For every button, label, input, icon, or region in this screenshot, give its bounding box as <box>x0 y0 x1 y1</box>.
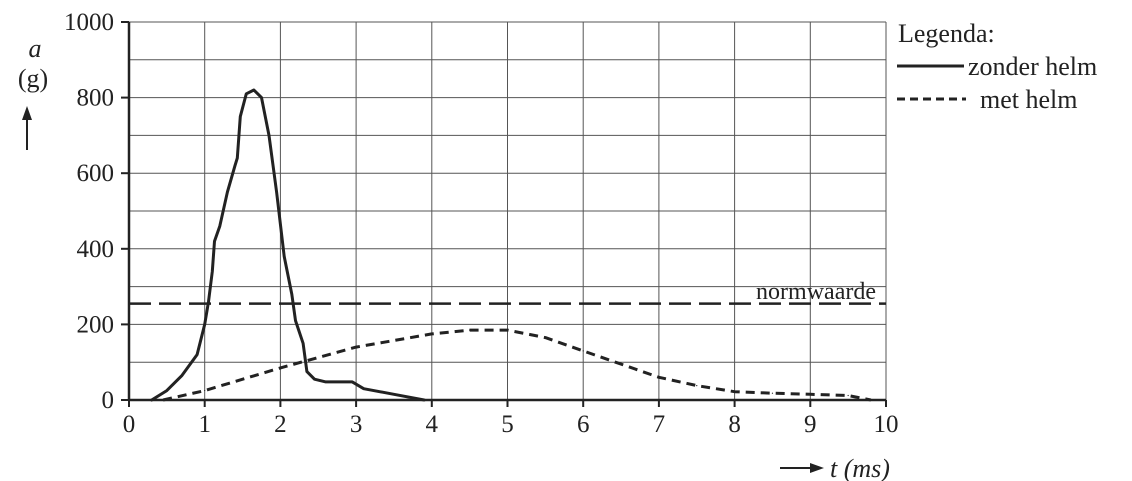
data-point <box>268 134 270 136</box>
data-point <box>325 381 327 383</box>
y-axis-arrow <box>22 106 32 150</box>
data-point <box>234 165 236 167</box>
data-point <box>166 389 168 392</box>
y-tick-label: 600 <box>77 160 115 187</box>
x-axis-label: t (ms) <box>830 454 890 481</box>
data-point <box>734 391 736 393</box>
x-tick-label: 2 <box>274 411 287 438</box>
data-point <box>771 392 774 394</box>
data-point <box>181 374 183 377</box>
data-point <box>363 388 365 390</box>
data-point <box>226 191 229 193</box>
legend-label-zonder-helm: zonder helm <box>968 52 1097 81</box>
data-point <box>431 333 433 335</box>
data-point <box>213 240 216 242</box>
data-point <box>239 115 241 118</box>
x-tick-label: 1 <box>198 411 211 438</box>
y-axis-unit: (g) <box>18 64 48 93</box>
x-tick-label: 3 <box>350 411 363 438</box>
x-tick-label: 9 <box>804 411 817 438</box>
y-tick-labels: 0 200 400 600 800 1000 <box>64 9 114 414</box>
x-axis-arrow <box>780 463 824 473</box>
data-point <box>279 367 281 369</box>
data-point <box>696 385 698 387</box>
data-point <box>313 378 316 380</box>
data-point <box>253 89 255 91</box>
data-point <box>204 323 206 325</box>
data-point <box>423 399 425 401</box>
data-point <box>151 399 153 401</box>
data-point <box>351 381 353 383</box>
data-point <box>658 376 660 378</box>
x-tick-label: 0 <box>123 411 136 438</box>
data-point <box>162 399 164 401</box>
x-tick-labels: 0 1 2 3 4 5 6 7 8 9 10 <box>123 411 899 438</box>
data-point <box>294 320 297 322</box>
data-point <box>219 225 221 227</box>
data-point <box>809 393 811 395</box>
data-point <box>260 97 263 99</box>
y-tick-label: 1000 <box>64 9 114 36</box>
data-point <box>302 342 304 344</box>
y-axis-variable: a <box>29 34 42 63</box>
data-point <box>276 191 278 193</box>
data-point <box>544 337 546 339</box>
x-tick-label: 5 <box>501 411 514 438</box>
legend-label-met-helm: met helm <box>980 85 1077 114</box>
legend-title: Legenda: <box>898 19 995 48</box>
data-point <box>306 371 308 373</box>
data-point <box>870 399 872 401</box>
y-tick-label: 200 <box>77 311 115 338</box>
x-tick-label: 7 <box>653 411 666 438</box>
data-point <box>582 350 584 352</box>
reference-line-label: normwaarde <box>756 279 876 305</box>
y-tick-label: 400 <box>77 236 115 263</box>
data-point <box>847 394 849 397</box>
x-tick-label: 6 <box>577 411 590 438</box>
data-point <box>393 393 395 395</box>
series-lines <box>150 88 872 402</box>
data-point <box>291 293 293 295</box>
data-point <box>236 157 238 159</box>
data-point <box>469 329 471 331</box>
data-point <box>506 329 509 331</box>
data-point <box>211 270 213 273</box>
x-tick-label: 8 <box>728 411 741 438</box>
legend: Legenda: zonder helm met helm <box>897 19 1097 114</box>
data-point <box>204 389 206 392</box>
data-point <box>245 93 247 95</box>
axes <box>121 21 887 407</box>
x-tick-label: 4 <box>426 411 439 438</box>
series-line-zonder-helm <box>150 88 426 402</box>
data-point <box>283 255 285 257</box>
data-point <box>620 363 622 365</box>
data-point <box>196 354 198 356</box>
series-line-met-helm <box>162 328 872 402</box>
y-tick-label: 800 <box>77 85 115 112</box>
x-tick-label: 10 <box>874 411 899 438</box>
grid <box>128 21 887 401</box>
data-point <box>355 346 357 348</box>
y-tick-label: 0 <box>102 387 115 414</box>
data-point <box>207 301 210 303</box>
